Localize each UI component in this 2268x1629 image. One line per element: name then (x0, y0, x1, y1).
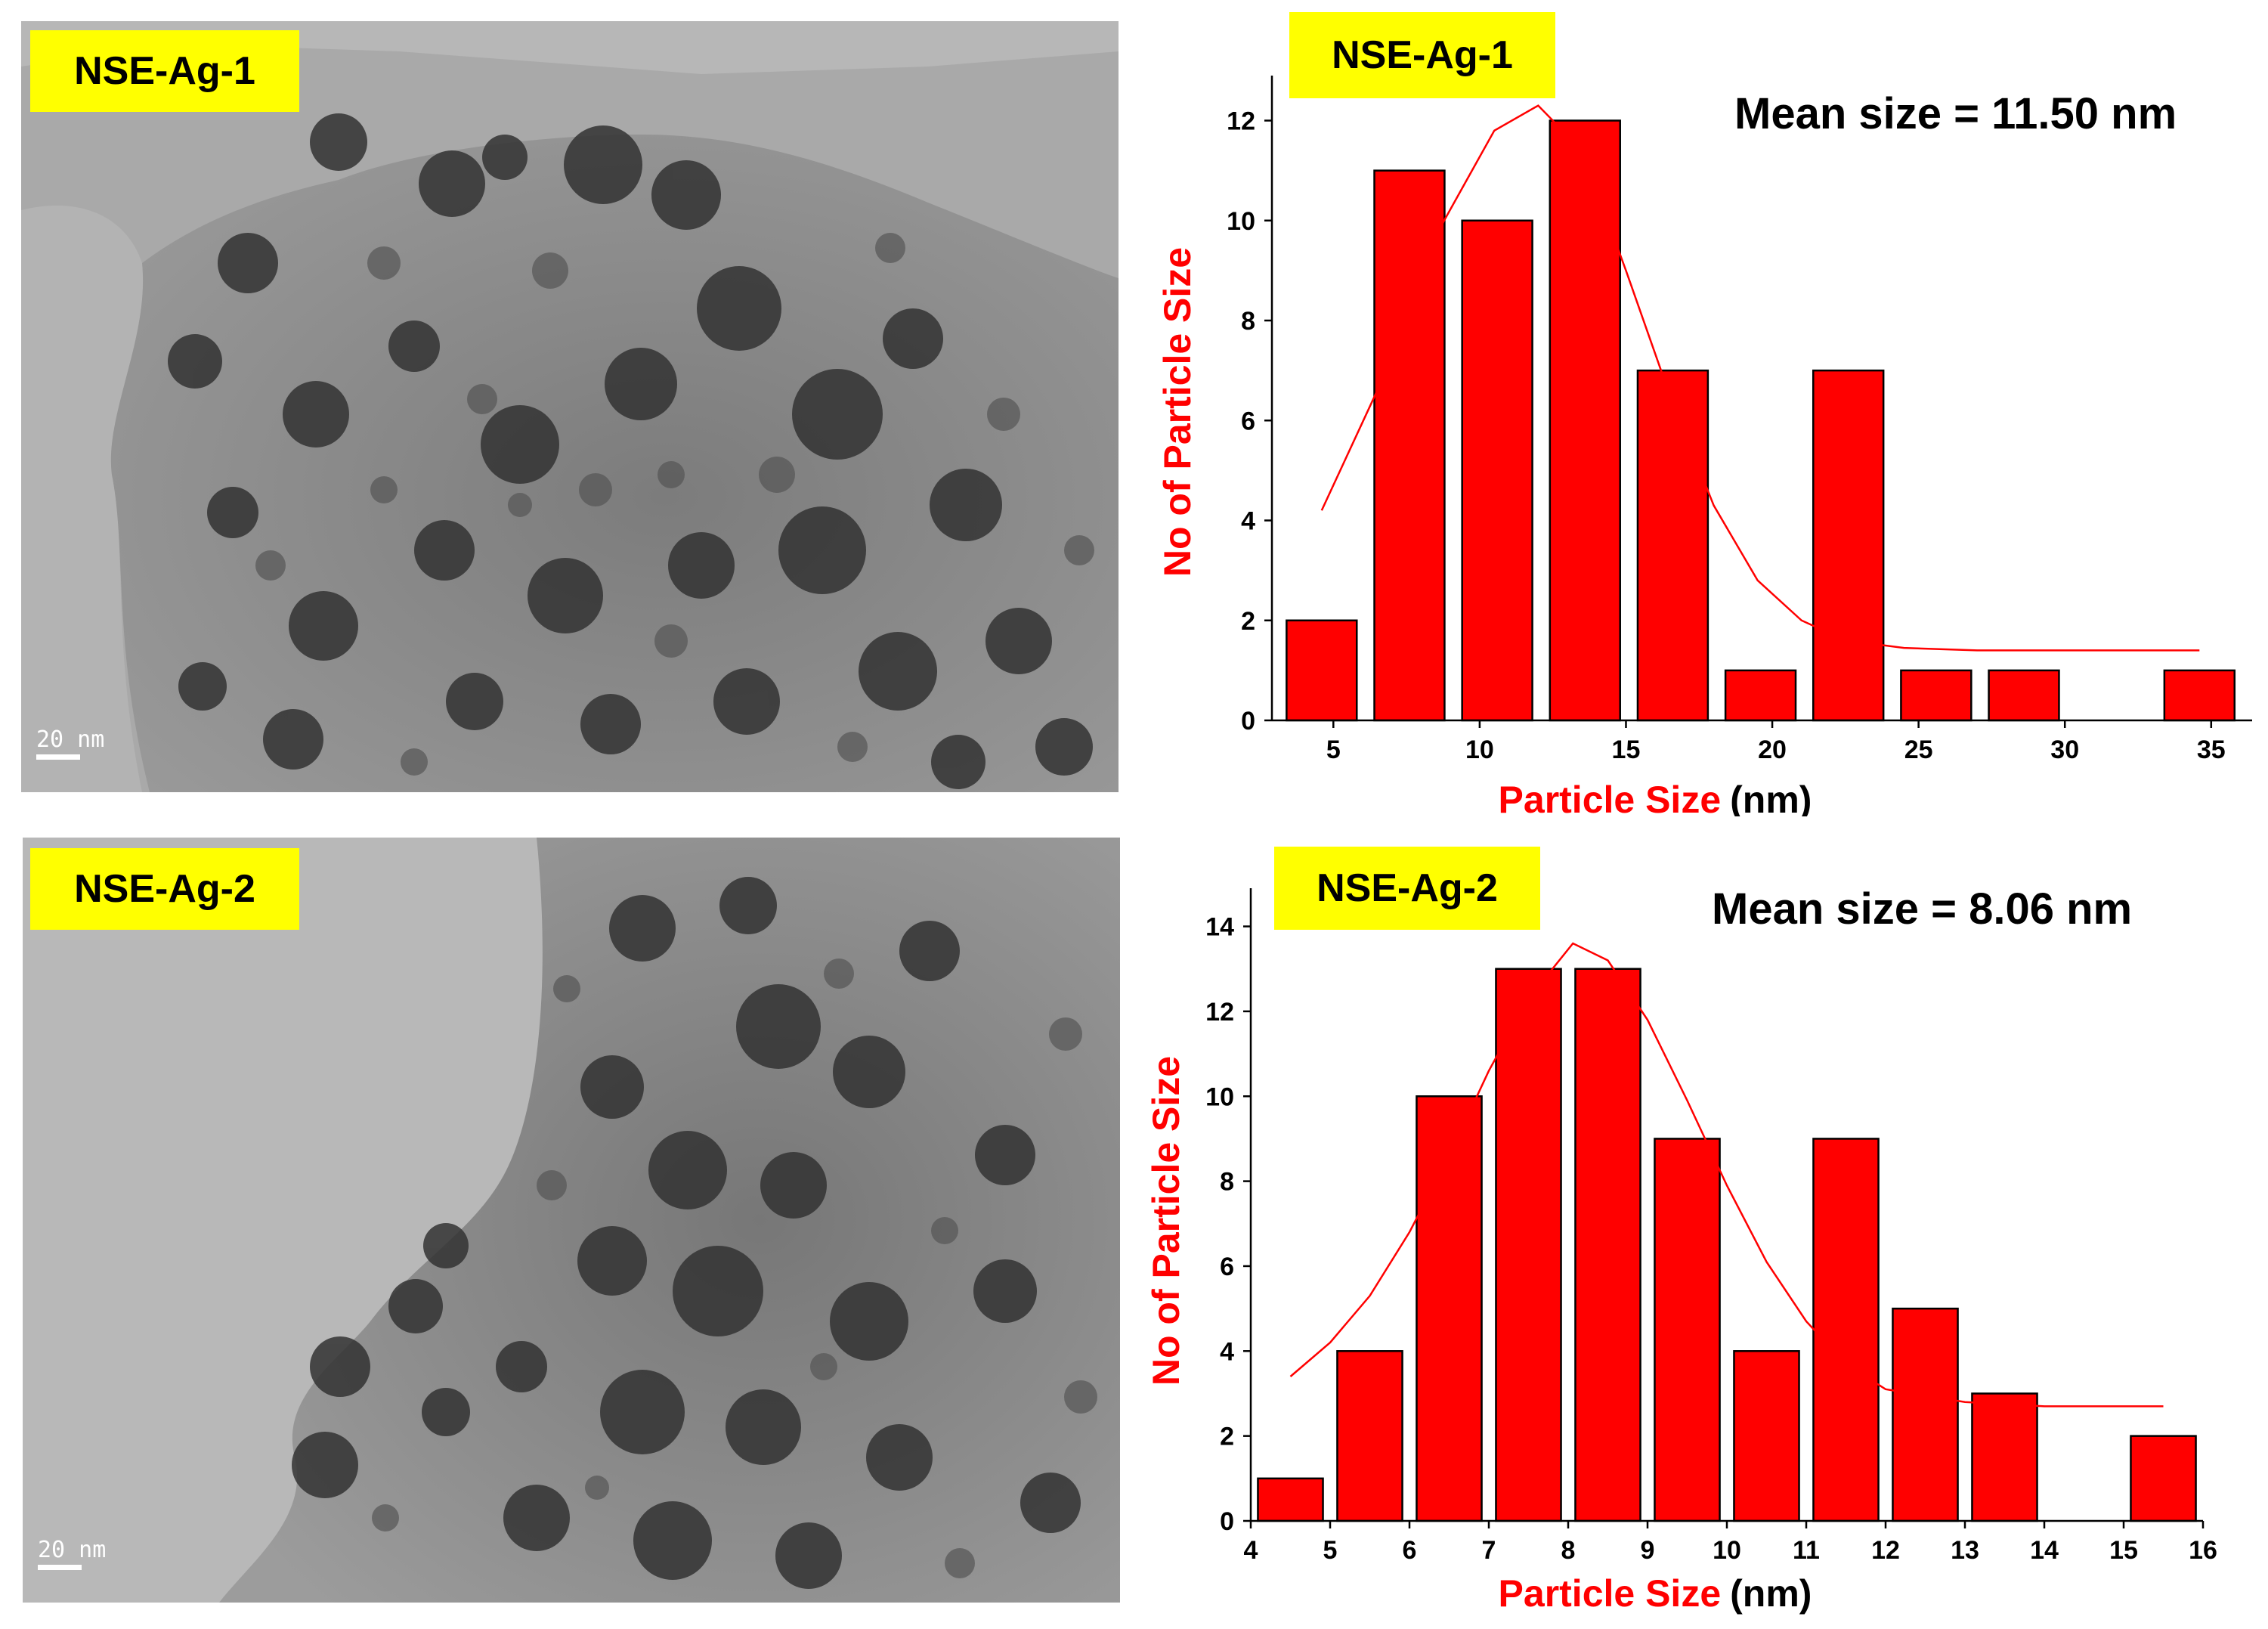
x-tick-label: 15 (2109, 1536, 2138, 1565)
bar (1636, 369, 1710, 722)
x-tick-label: 20 (1758, 736, 1787, 764)
bar (1461, 219, 1533, 722)
bar (1574, 968, 1641, 1522)
scale-bar-line (36, 754, 80, 760)
fit-curve (1320, 104, 2200, 652)
scale-bar-label: 20 nm (36, 726, 104, 753)
tem-micrograph-ag2: 20 nm (23, 838, 1120, 1603)
bars (1257, 968, 2197, 1522)
bar (1495, 968, 1562, 1522)
x-axis-label-unit: (nm) (1730, 1572, 1812, 1615)
x-tick-label: 13 (1951, 1536, 1979, 1565)
tick-labels: 5 10 15 20 25 30 35 0 2 4 6 8 10 12 (1227, 107, 2226, 764)
y-axis-label: No of Particle Size (1156, 247, 1199, 577)
histogram-ag1: 5 10 15 20 25 30 35 0 2 4 6 8 10 12 Mean size = 11.50… (1156, 76, 2252, 816)
y-tick-label: 6 (1241, 407, 1255, 435)
axes (1264, 76, 2252, 728)
x-tick-label: 9 (1641, 1536, 1655, 1565)
tem-micrograph-ag1: 20 nm (21, 21, 1119, 792)
scale-bar-label: 20 nm (38, 1537, 106, 1563)
bar (1336, 1350, 1403, 1522)
x-tick-label: 4 (1244, 1536, 1258, 1565)
x-tick-label: 6 (1403, 1536, 1417, 1565)
bar (1257, 1477, 1324, 1522)
y-tick-label: 0 (1220, 1507, 1234, 1536)
x-tick-label: 10 (1465, 736, 1494, 764)
bar (1900, 669, 1973, 722)
x-tick-label: 5 (1323, 1536, 1338, 1565)
bar (1724, 669, 1797, 722)
y-tick-label: 12 (1205, 998, 1234, 1027)
x-tick-label: 35 (2197, 736, 2226, 764)
bar (1892, 1307, 1959, 1522)
y-tick-label: 2 (1220, 1423, 1234, 1451)
x-tick-label: 25 (1904, 736, 1933, 764)
bar (1654, 1138, 1721, 1522)
x-tick-label: 10 (1713, 1536, 1741, 1565)
x-axis-label: Particle Size (nm) (1499, 1572, 1812, 1615)
y-tick-label: 14 (1205, 913, 1234, 942)
y-tick-label: 6 (1220, 1253, 1234, 1281)
y-tick-label: 12 (1227, 107, 1255, 136)
y-tick-label: 0 (1241, 707, 1255, 736)
x-tick-label: 16 (2189, 1536, 2217, 1565)
y-tick-label: 4 (1220, 1337, 1234, 1366)
x-tick-label: 30 (2050, 736, 2079, 764)
sample-label-ag2: NSE-Ag-2 (30, 848, 299, 930)
x-tick-label: 7 (1482, 1536, 1496, 1565)
bar (2130, 1435, 2197, 1522)
y-tick-label: 8 (1220, 1168, 1234, 1197)
mean-size-annotation: Mean size = 11.50 nm (1734, 89, 2177, 138)
mean-size-annotation: Mean size = 8.06 nm (1712, 884, 2132, 934)
x-axis-label-text: Particle Size (1499, 1572, 1722, 1615)
x-tick-label: 15 (1612, 736, 1641, 764)
x-tick-label: 14 (2030, 1536, 2059, 1565)
tem-image-ag2: 20 nm (23, 838, 1120, 1603)
bar (1971, 1392, 2038, 1522)
x-tick-label: 5 (1326, 736, 1341, 764)
tick-labels: 4 5 6 7 8 9 10 11 12 13 14 15 16 0 2 4 6 8 10 12 14 (1205, 913, 2217, 1565)
bar (1812, 1138, 1880, 1522)
y-tick-label: 8 (1241, 307, 1255, 336)
x-tick-label: 12 (1871, 1536, 1900, 1565)
y-tick-label: 2 (1241, 607, 1255, 636)
bar (1286, 619, 1358, 722)
bar (1416, 1095, 1483, 1522)
axes (1243, 888, 2205, 1528)
scale-bar-line (38, 1565, 82, 1570)
tem-image-ag1: 20 nm (21, 21, 1119, 792)
bars (1286, 119, 2236, 722)
chart-title-ag2: NSE-Ag-2 (1274, 847, 1540, 930)
fit-curve (1289, 942, 2164, 1408)
bar (2163, 669, 2236, 722)
x-axis-label-text: Particle Size (1499, 779, 1722, 816)
y-tick-label: 4 (1241, 507, 1255, 536)
x-tick-label: 11 (1793, 1536, 1820, 1565)
sample-label-ag1: NSE-Ag-1 (30, 30, 299, 112)
x-tick-label: 8 (1561, 1536, 1576, 1565)
y-axis-label: No of Particle Size (1145, 1056, 1187, 1386)
y-tick-label: 10 (1205, 1082, 1234, 1111)
bar (1733, 1350, 1800, 1522)
y-tick-label: 10 (1227, 207, 1255, 236)
x-axis-label-unit: (nm) (1730, 779, 1812, 816)
x-axis-label: Particle Size (nm) (1499, 779, 1812, 816)
chart-title-ag1: NSE-Ag-1 (1289, 12, 1555, 98)
